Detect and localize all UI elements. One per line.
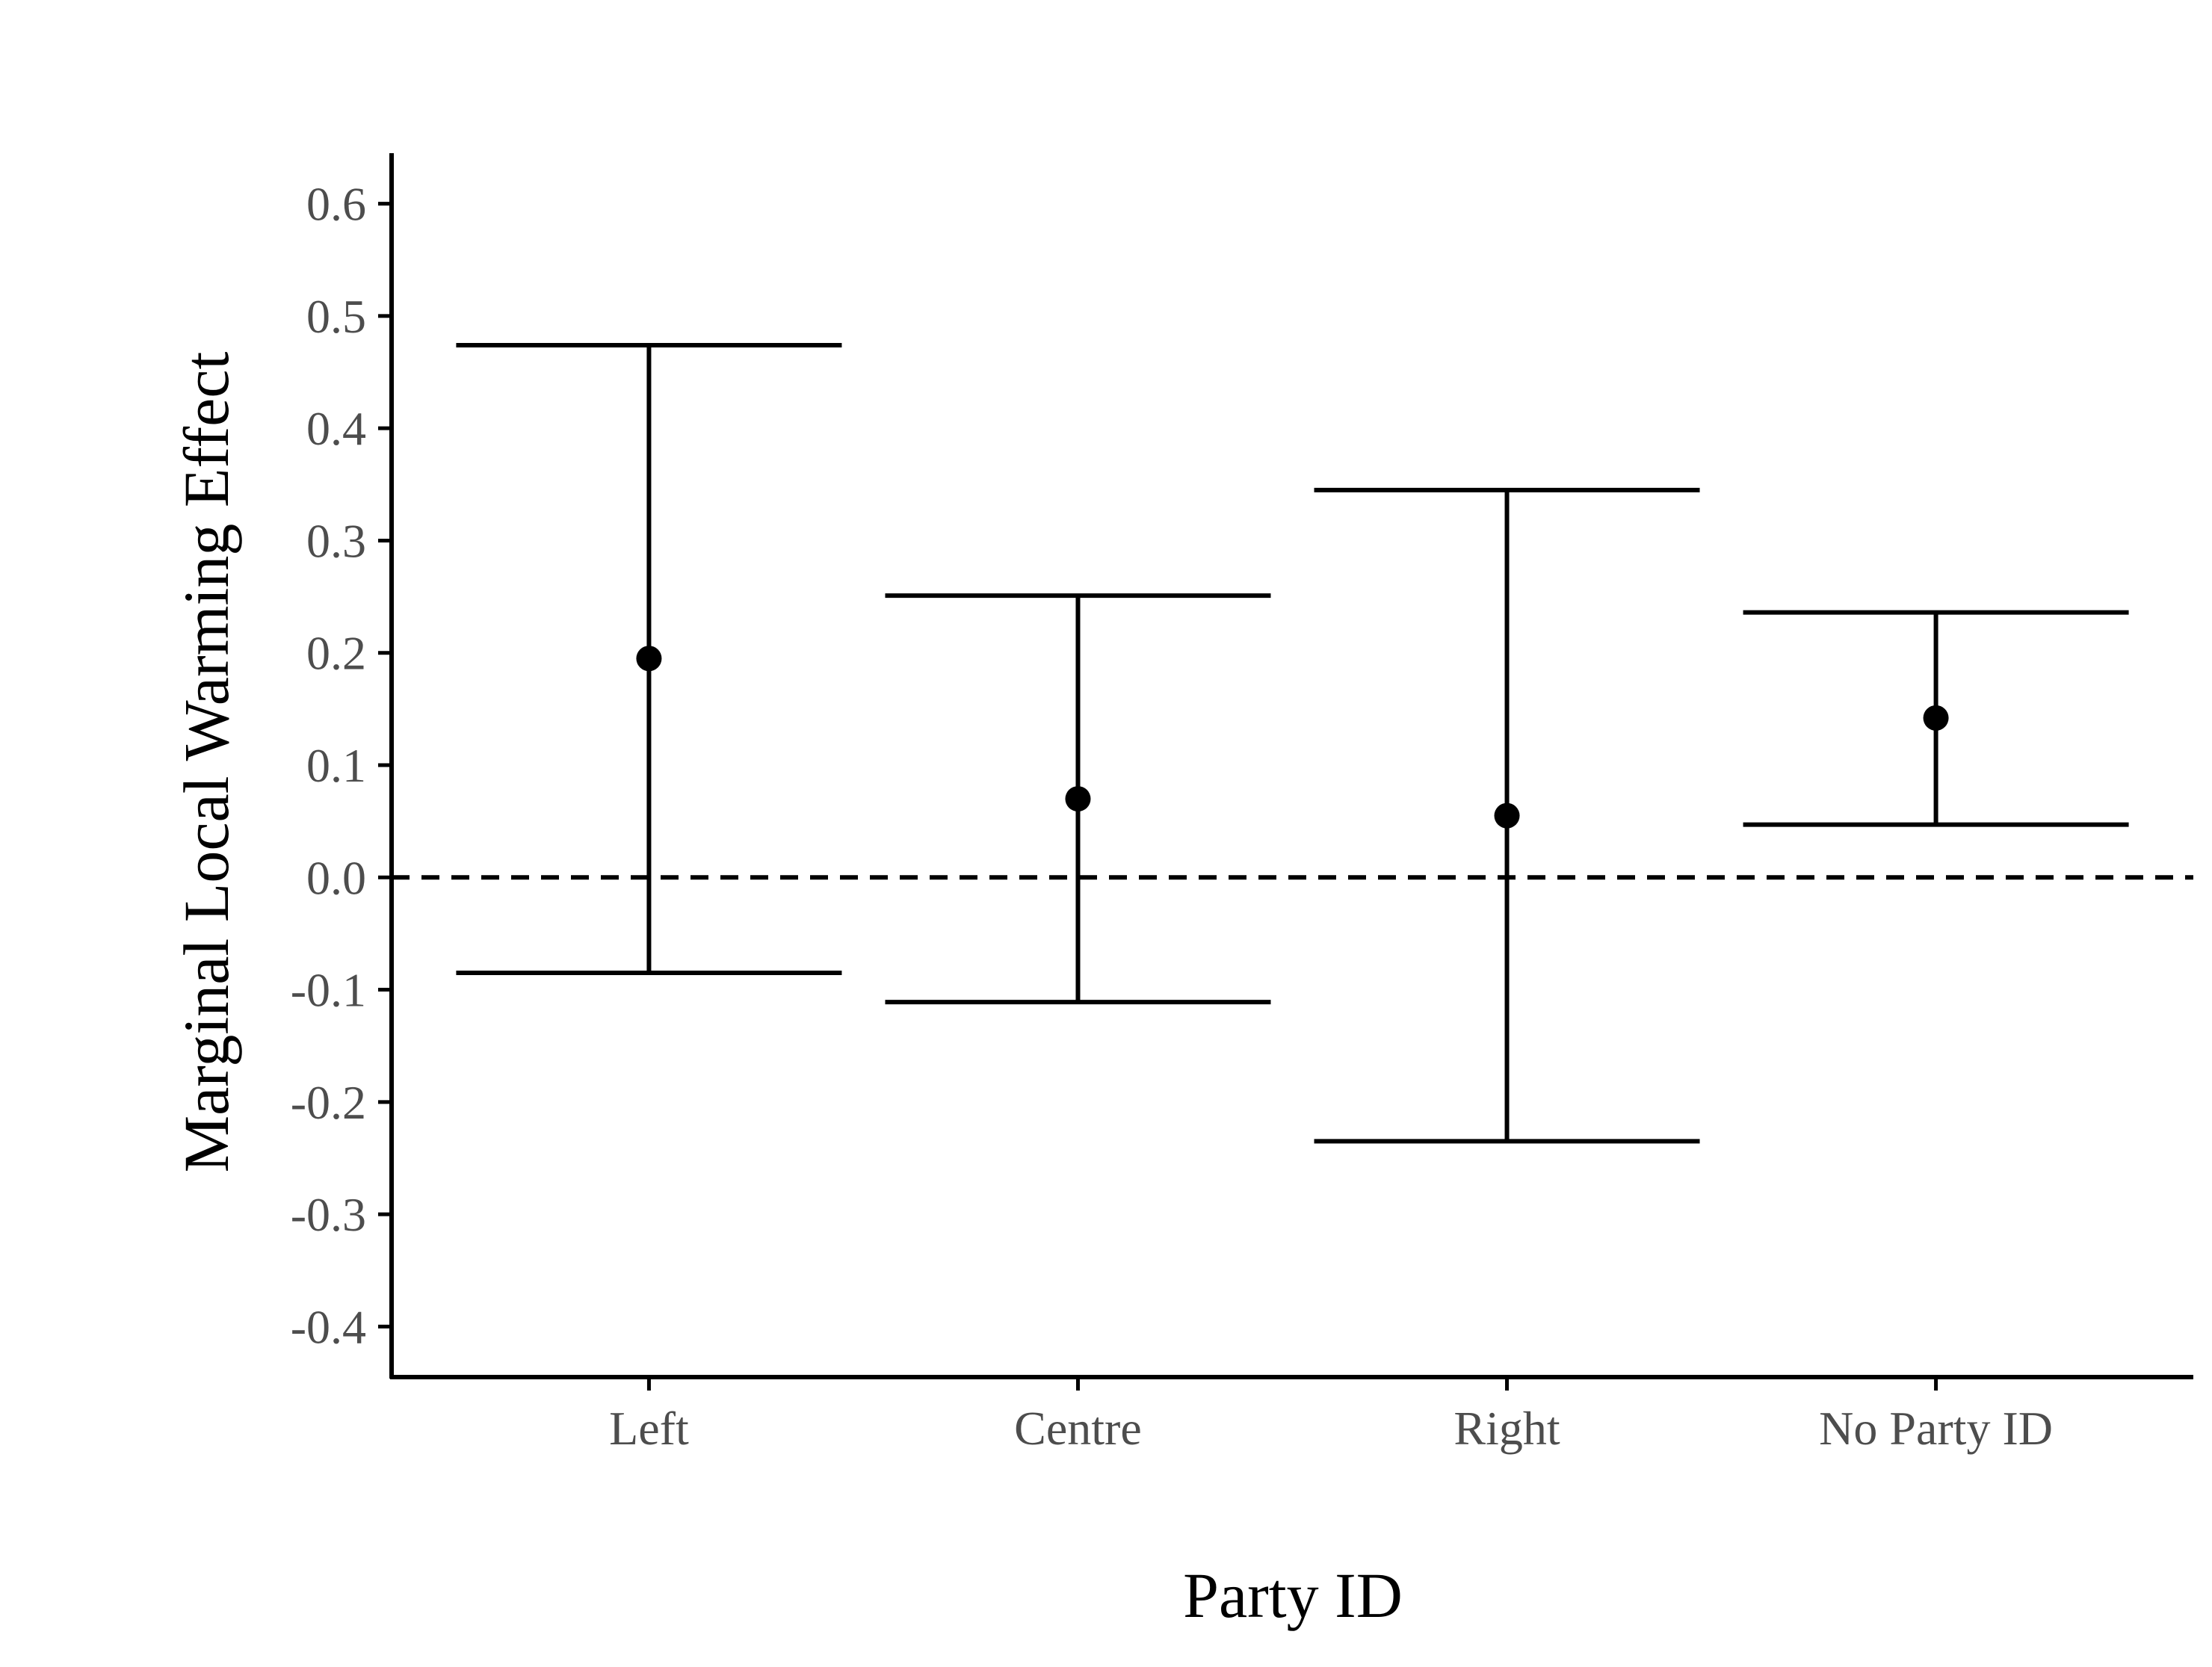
point-estimate-right — [1495, 803, 1520, 829]
y-axis-title: Marginal Local Warming Effect — [170, 352, 242, 1173]
y-tick-label: 0.0 — [306, 851, 366, 904]
x-tick-label: Right — [1453, 1402, 1560, 1455]
y-tick-label: 0.2 — [306, 627, 366, 680]
y-tick-label: 0.4 — [306, 402, 366, 455]
y-tick-label: -0.2 — [291, 1076, 366, 1129]
y-tick-label: -0.3 — [291, 1188, 366, 1241]
y-tick-label: 0.3 — [306, 514, 366, 567]
y-tick-label: -0.4 — [291, 1300, 366, 1353]
y-tick-label: 0.1 — [306, 739, 366, 792]
x-tick-label: No Party ID — [1819, 1402, 2053, 1455]
y-tick-label: -0.1 — [291, 964, 366, 1017]
point-estimate-centre — [1065, 786, 1090, 811]
x-axis-title: Party ID — [1183, 1559, 1403, 1631]
x-tick-label: Left — [609, 1402, 689, 1455]
y-tick-label: 0.6 — [306, 178, 366, 231]
x-tick-label: Centre — [1014, 1402, 1142, 1455]
point-estimate-left — [636, 646, 661, 671]
y-tick-label: 0.5 — [306, 290, 366, 343]
point-estimate-no-party-id — [1924, 705, 1949, 731]
